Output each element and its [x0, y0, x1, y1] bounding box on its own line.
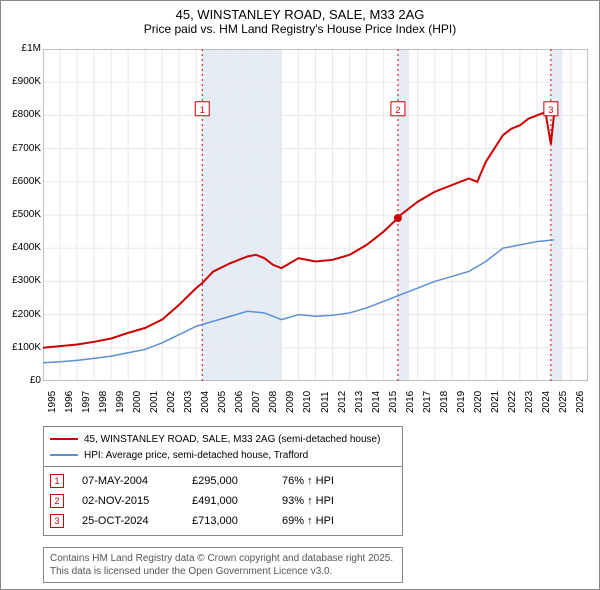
x-tick-label: 2008	[268, 391, 279, 413]
marker-price: £295,000	[192, 475, 282, 487]
x-tick-label: 2006	[234, 391, 245, 413]
marker-date: 25-OCT-2024	[82, 515, 192, 527]
x-tick-label: 2015	[388, 391, 399, 413]
legend-label: HPI: Average price, semi-detached house,…	[84, 450, 308, 461]
footer-line2: This data is licensed under the Open Gov…	[50, 565, 396, 578]
x-tick-label: 2007	[251, 391, 262, 413]
x-tick-label: 2016	[405, 391, 416, 413]
y-tick-label: £100K	[3, 342, 41, 353]
marker-price: £491,000	[192, 495, 282, 507]
footer-attribution: Contains HM Land Registry data © Crown c…	[43, 547, 403, 583]
footer-line1: Contains HM Land Registry data © Crown c…	[50, 552, 396, 565]
x-tick-label: 2018	[439, 391, 450, 413]
legend-swatch	[50, 438, 78, 440]
x-tick-label: 2003	[183, 391, 194, 413]
x-tick-label: 2020	[473, 391, 484, 413]
title-block: 45, WINSTANLEY ROAD, SALE, M33 2AG Price…	[1, 1, 599, 38]
marker-price: £713,000	[192, 515, 282, 527]
x-tick-label: 2026	[575, 391, 586, 413]
x-tick-label: 2012	[337, 391, 348, 413]
marker-pct: 93% ↑ HPI	[282, 495, 334, 507]
x-tick-label: 2005	[217, 391, 228, 413]
markers-table: 1 07-MAY-2004£295,00076% ↑ HPI 2 02-NOV-201…	[43, 466, 403, 536]
legend-swatch	[50, 454, 78, 456]
legend-box: 45, WINSTANLEY ROAD, SALE, M33 2AG (semi…	[43, 426, 403, 468]
x-tick-label: 2011	[320, 391, 331, 413]
x-tick-label: 1997	[81, 391, 92, 413]
marker-row: 3 25-OCT-2024£713,00069% ↑ HPI	[50, 511, 396, 531]
marker-date: 02-NOV-2015	[82, 495, 192, 507]
x-tick-label: 2023	[524, 391, 535, 413]
legend-row: 45, WINSTANLEY ROAD, SALE, M33 2AG (semi…	[50, 431, 396, 447]
marker-pct: 76% ↑ HPI	[282, 475, 334, 487]
chart-plot-area: 1 2 3	[43, 49, 588, 381]
legend-row: HPI: Average price, semi-detached house,…	[50, 447, 396, 463]
x-tick-label: 2000	[132, 391, 143, 413]
y-tick-label: £800K	[3, 109, 41, 120]
x-tick-label: 2004	[200, 391, 211, 413]
marker-badge: 3	[50, 514, 64, 528]
y-tick-label: £0	[3, 375, 41, 386]
svg-text:2: 2	[395, 105, 400, 115]
x-tick-label: 2014	[371, 391, 382, 413]
y-tick-label: £700K	[3, 143, 41, 154]
y-tick-label: £200K	[3, 309, 41, 320]
chart-container: 45, WINSTANLEY ROAD, SALE, M33 2AG Price…	[0, 0, 600, 590]
legend-label: 45, WINSTANLEY ROAD, SALE, M33 2AG (semi…	[84, 434, 380, 445]
x-tick-label: 1998	[98, 391, 109, 413]
marker-badge: 1	[50, 474, 64, 488]
marker-pct: 69% ↑ HPI	[282, 515, 334, 527]
x-tick-label: 2010	[302, 391, 313, 413]
x-tick-label: 2022	[507, 391, 518, 413]
marker-date: 07-MAY-2004	[82, 475, 192, 487]
x-tick-label: 2025	[558, 391, 569, 413]
y-tick-label: £500K	[3, 209, 41, 220]
title-line1: 45, WINSTANLEY ROAD, SALE, M33 2AG	[1, 7, 599, 22]
y-tick-label: £900K	[3, 76, 41, 87]
x-tick-label: 1999	[115, 391, 126, 413]
marker-row: 2 02-NOV-2015£491,00093% ↑ HPI	[50, 491, 396, 511]
y-tick-label: £400K	[3, 242, 41, 253]
marker-row: 1 07-MAY-2004£295,00076% ↑ HPI	[50, 471, 396, 491]
x-tick-label: 2009	[285, 391, 296, 413]
x-tick-label: 2017	[422, 391, 433, 413]
x-tick-label: 2024	[541, 391, 552, 413]
x-tick-label: 1996	[64, 391, 75, 413]
svg-text:1: 1	[200, 105, 205, 115]
title-line2: Price paid vs. HM Land Registry's House …	[1, 22, 599, 36]
y-tick-label: £1M	[3, 43, 41, 54]
y-tick-label: £300K	[3, 275, 41, 286]
chart-svg: 1 2 3	[43, 49, 588, 381]
x-tick-label: 1995	[47, 391, 58, 413]
marker-badge: 2	[50, 494, 64, 508]
x-tick-label: 2013	[354, 391, 365, 413]
x-tick-label: 2002	[166, 391, 177, 413]
x-tick-label: 2001	[149, 391, 160, 413]
y-tick-label: £600K	[3, 176, 41, 187]
x-tick-label: 2021	[490, 391, 501, 413]
svg-text:3: 3	[548, 105, 553, 115]
x-tick-label: 2019	[456, 391, 467, 413]
